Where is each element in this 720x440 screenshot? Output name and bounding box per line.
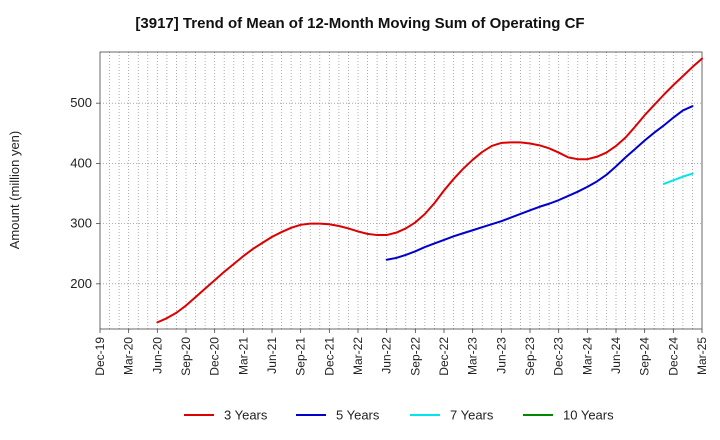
x-tick-label: Jun-20 [150,337,164,374]
legend-item-5-years: 5 Years [296,408,380,423]
series-line-7-years [662,172,694,185]
series [156,57,703,324]
x-tick-label: Sep-22 [408,337,422,376]
x-tick-label: Mar-24 [580,337,594,375]
x-tick-label: Sep-23 [523,337,537,376]
legend-item-7-years: 7 Years [410,408,494,423]
x-tick-label: Dec-19 [93,337,107,376]
x-tick-label: Sep-21 [294,337,308,376]
y-tick-label: 400 [70,155,92,170]
chart-title: [3917] Trend of Mean of 12-Month Moving … [135,15,584,32]
x-tick-label: Mar-23 [466,337,480,375]
legend-label: 3 Years [224,408,268,423]
series-line-5-years [385,105,694,261]
x-axis-ticks: Dec-19 Mar-20 Jun-20 Sep-20 Dec-20 Mar-21 Jun-… [93,329,709,376]
x-tick-label: Jun-24 [609,337,623,374]
y-tick-label: 300 [70,216,92,231]
x-tick-label: Dec-22 [437,337,451,376]
x-tick-label: Dec-24 [666,337,680,376]
plot-frame [99,51,703,330]
x-tick-label: Sep-20 [179,337,193,376]
legend-item-10-years: 10 Years [523,408,614,423]
grid [100,52,702,329]
legend-label: 10 Years [563,408,614,423]
x-tick-label: Dec-20 [208,337,222,376]
x-tick-label: Mar-25 [695,337,709,375]
x-tick-label: Mar-20 [122,337,136,375]
x-tick-label: Jun-21 [265,337,279,374]
legend: 3 Years 5 Years 7 Years 10 Years [184,408,614,423]
y-axis-label: Amount (million yen) [7,131,22,250]
x-tick-label: Sep-24 [638,337,652,376]
x-tick-label: Jun-22 [380,337,394,374]
x-tick-label: Jun-23 [494,337,508,374]
y-tick-label: 500 [70,95,92,110]
y-axis-ticks: 200 300 400 500 [70,95,100,291]
x-tick-label: Mar-22 [351,337,365,375]
x-tick-label: Dec-23 [552,337,566,376]
legend-item-3-years: 3 Years [184,408,268,423]
x-tick-label: Dec-21 [322,337,336,376]
legend-label: 5 Years [336,408,380,423]
x-tick-label: Mar-21 [236,337,250,375]
series-line-3-years [156,57,703,324]
legend-label: 7 Years [450,408,494,423]
y-tick-label: 200 [70,276,92,291]
